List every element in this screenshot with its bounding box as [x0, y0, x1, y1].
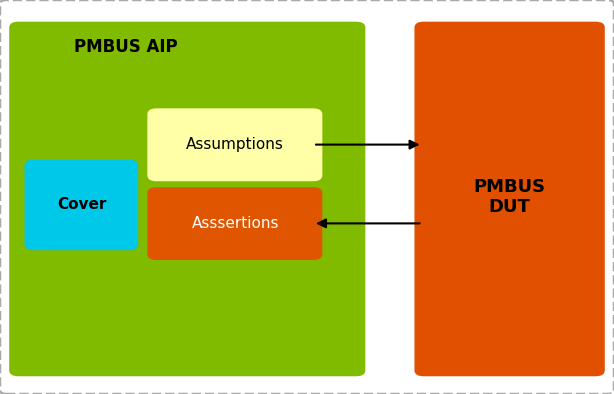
- FancyBboxPatch shape: [9, 22, 365, 376]
- Text: Assumptions: Assumptions: [186, 137, 284, 152]
- Text: Cover: Cover: [57, 197, 106, 212]
- Text: PMBUS AIP: PMBUS AIP: [74, 38, 177, 56]
- FancyBboxPatch shape: [414, 22, 605, 376]
- FancyBboxPatch shape: [147, 108, 322, 181]
- Text: PMBUS
DUT: PMBUS DUT: [473, 178, 546, 216]
- Text: Asssertions: Asssertions: [192, 216, 279, 231]
- FancyBboxPatch shape: [25, 160, 138, 250]
- FancyBboxPatch shape: [147, 187, 322, 260]
